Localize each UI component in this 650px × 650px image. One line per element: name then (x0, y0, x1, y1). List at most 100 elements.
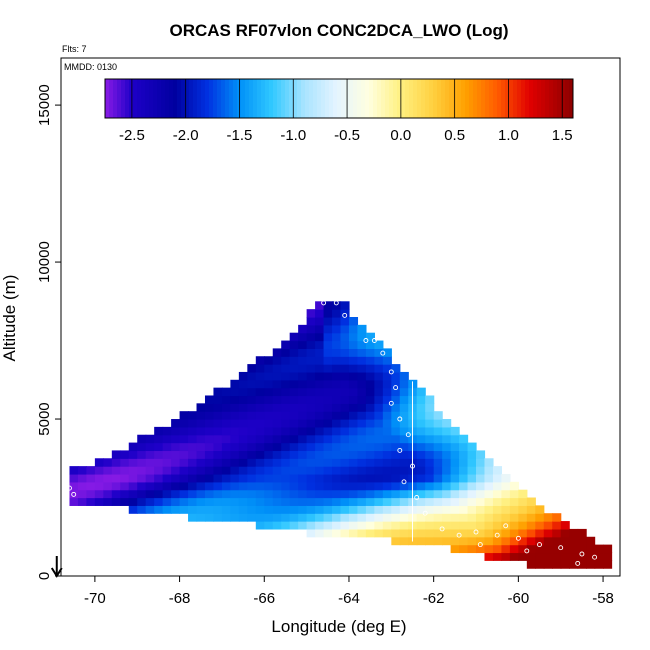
heatmap-cell (416, 513, 426, 522)
heatmap-cell (348, 426, 359, 436)
heatmap-cell (552, 536, 562, 546)
heatmap-cell (416, 434, 426, 444)
heatmap-cell (603, 560, 613, 569)
heatmap-cell (450, 521, 460, 530)
heatmap-cell (416, 403, 426, 412)
heatmap-cell (289, 489, 299, 499)
heatmap-cell (204, 411, 215, 420)
heatmap-cell (594, 552, 604, 561)
heatmap-cell (281, 395, 291, 404)
x-axis-ticks: -70 -68 -66 -64 -62 -60 -58 (84, 576, 614, 607)
heatmap-cell (171, 450, 181, 459)
colorbar-segment (137, 79, 142, 118)
heatmap-cell (391, 426, 401, 436)
heatmap-cell (221, 442, 231, 452)
heatmap-cell (603, 552, 613, 561)
heatmap-cell (154, 466, 164, 475)
heatmap-cell (391, 419, 401, 428)
heatmap-cell (137, 497, 147, 506)
heatmap-cell (171, 466, 181, 475)
colorbar-segment (417, 79, 422, 118)
colorbar-segment (517, 79, 522, 118)
heatmap-cell (425, 489, 435, 499)
heatmap-cell (450, 442, 460, 452)
heatmap-cell (196, 489, 206, 499)
heatmap-cell (86, 473, 96, 483)
flight-track-point (456, 532, 462, 538)
heatmap-cell (255, 356, 265, 365)
heatmap-cell (391, 458, 401, 467)
heatmap-cell (382, 371, 392, 381)
heatmap-cell (111, 458, 121, 467)
heatmap-cell (382, 473, 392, 483)
colorbar-segment (369, 79, 374, 118)
heatmap-cell (365, 489, 375, 499)
heatmap-cell (272, 379, 282, 389)
heatmap-cell (315, 442, 325, 452)
heatmap-cell (450, 450, 460, 459)
heatmap-cell (399, 379, 409, 389)
heatmap-cell (348, 481, 359, 491)
heatmap-cell (416, 442, 426, 452)
heatmap-cell (374, 348, 384, 357)
heatmap-cell (332, 379, 342, 389)
heatmap-cell (450, 528, 460, 538)
heatmap-cell (518, 497, 528, 506)
colorbar-segment (541, 79, 546, 118)
flight-track-point (473, 529, 479, 535)
heatmap-cell (179, 505, 189, 514)
heatmap-cell (323, 466, 333, 475)
heatmap-cell (247, 371, 257, 381)
heatmap-cell (196, 442, 206, 452)
heatmap-cell (120, 497, 130, 506)
heatmap-cell (340, 434, 350, 444)
heatmap-cell (120, 450, 130, 459)
heatmap-cell (238, 395, 248, 404)
heatmap-cell (289, 379, 299, 389)
heatmap-cell (357, 332, 367, 342)
colorbar-tick-label: 0.5 (444, 127, 465, 144)
heatmap-cell (196, 505, 206, 514)
colorbar-segment (525, 79, 530, 118)
flight-track-point (537, 542, 542, 548)
heatmap-cell (433, 481, 443, 491)
heatmap-cell (315, 434, 325, 444)
heatmap-cell (179, 426, 189, 436)
heatmap-cell (238, 387, 248, 397)
heatmap-cell (77, 473, 88, 483)
colorbar-segment (169, 79, 174, 118)
colorbar-segment (481, 79, 486, 118)
heatmap-cell (298, 513, 308, 522)
heatmap-cell (374, 364, 384, 373)
heatmap-cell (560, 536, 570, 546)
heatmap-cell (145, 473, 155, 483)
heatmap-cell (238, 379, 248, 389)
colorbar-segment (113, 79, 118, 118)
heatmap-cell (399, 466, 409, 475)
heatmap-cell (264, 458, 274, 467)
colorbar-segment (209, 79, 214, 118)
heatmap-cell (586, 560, 596, 569)
heatmap-cell (196, 403, 206, 412)
heatmap-cell (425, 497, 435, 506)
heatmap-cell (391, 364, 401, 373)
colorbar-segment (313, 79, 318, 118)
heatmap-cell (272, 497, 282, 506)
heatmap-cell (298, 340, 308, 349)
heatmap-cell (120, 489, 130, 499)
heatmap-cell (467, 473, 477, 483)
heatmap-cell (154, 497, 164, 506)
heatmap-cell (365, 481, 375, 491)
heatmap-cell (374, 473, 384, 483)
heatmap-cell (323, 379, 333, 389)
heatmap-cell (501, 473, 511, 483)
colorbar-segment (173, 79, 178, 118)
heatmap-cell (374, 419, 384, 428)
heatmap-cell (569, 528, 579, 538)
heatmap-cell (340, 489, 350, 499)
heatmap-cell (188, 473, 198, 483)
heatmap-cell (442, 481, 452, 491)
heatmap-cell (382, 513, 392, 522)
colorbar-segment (273, 79, 278, 118)
heatmap-cell (315, 309, 325, 318)
